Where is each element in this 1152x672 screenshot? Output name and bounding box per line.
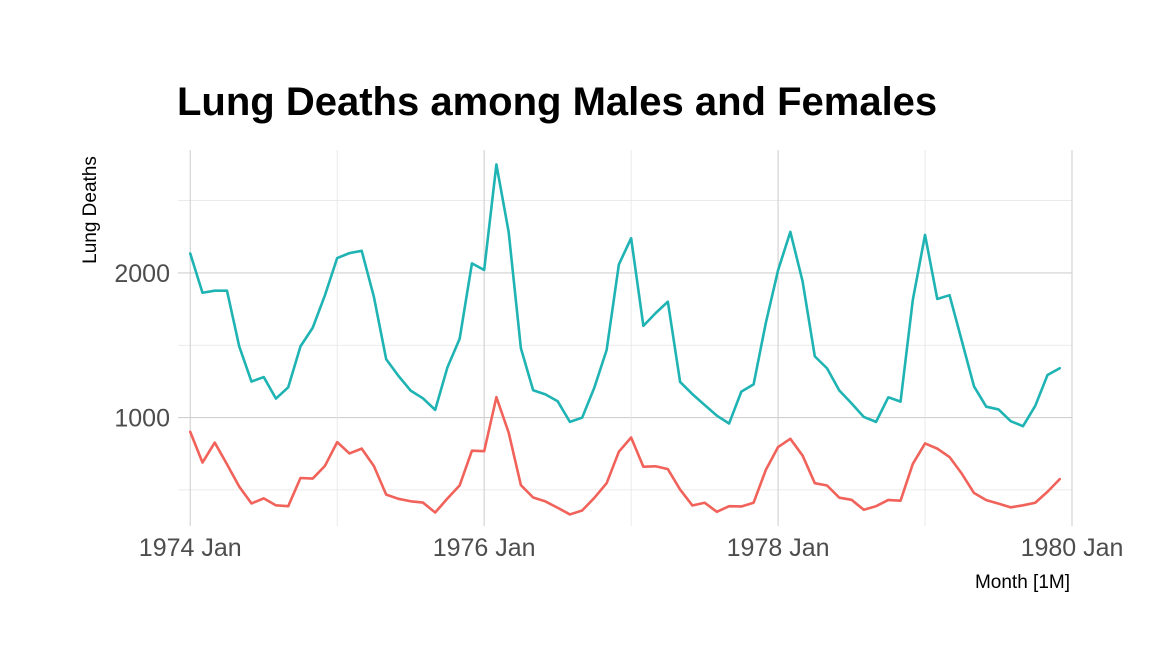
y-tick-labels: 1000 2000 — [114, 260, 170, 433]
x-tick-label: 1974 Jan — [139, 534, 242, 562]
series-line-2 — [188, 395, 1062, 516]
x-tick-labels: 1974 Jan 1976 Jan 1978 Jan 1980 Jan — [139, 534, 1124, 562]
x-axis-label: Month [1M] — [975, 572, 1070, 593]
x-tick-label: 1980 Jan — [1021, 534, 1124, 562]
y-axis-label: Lung Deaths — [80, 156, 101, 264]
y-tick-label: 1000 — [114, 405, 170, 433]
y-tick-label: 2000 — [114, 260, 170, 288]
chart-title: Lung Deaths among Males and Females — [177, 80, 937, 124]
series-line-1 — [188, 163, 1062, 428]
series-lines — [188, 163, 1062, 516]
grid — [178, 150, 1073, 526]
x-tick-label: 1976 Jan — [433, 534, 536, 562]
x-tick-label: 1978 Jan — [727, 534, 830, 562]
